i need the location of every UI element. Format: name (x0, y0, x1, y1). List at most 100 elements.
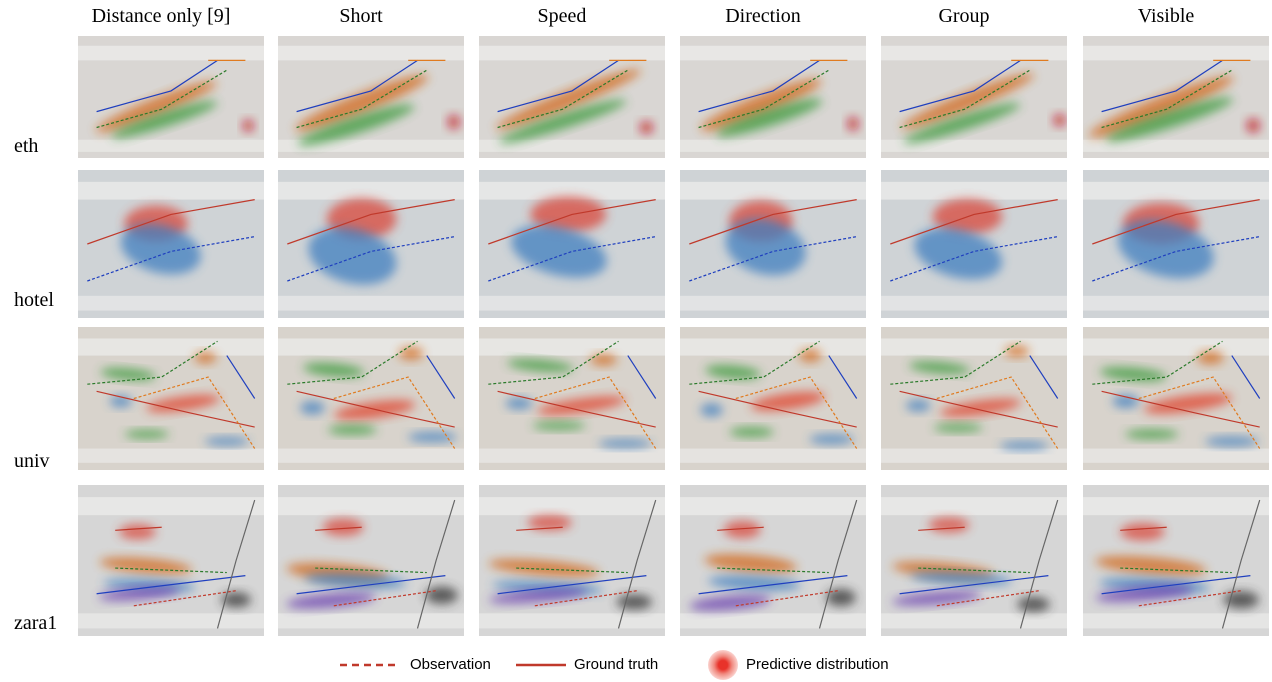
row-label: univ (14, 450, 50, 472)
panel-content (479, 485, 665, 636)
panel-texture (1083, 449, 1269, 463)
panel-texture (78, 140, 264, 152)
distribution-blob (700, 403, 722, 416)
panel-content (680, 170, 866, 318)
distribution-swatch (708, 650, 738, 680)
panel-texture (680, 497, 866, 515)
panel-content (1083, 170, 1269, 318)
distribution-blob (928, 517, 969, 532)
panel-texture (680, 140, 866, 152)
panel-texture (1083, 182, 1269, 200)
panel-content (479, 36, 665, 158)
panel-texture (78, 338, 264, 355)
panel-content (680, 36, 866, 158)
legend-label: Predictive distribution (746, 656, 889, 673)
panel-image (278, 327, 464, 470)
panel-content (479, 327, 665, 470)
distribution-blob (506, 398, 533, 409)
column-header: Group (938, 5, 989, 27)
distribution-blob (799, 349, 821, 362)
panel-texture (680, 46, 866, 61)
panel-texture (278, 497, 464, 515)
panel-image (278, 170, 464, 318)
distribution-blob (425, 587, 458, 604)
panel-image (680, 327, 866, 470)
panel-texture (881, 613, 1067, 628)
panel-texture (278, 613, 464, 628)
panel-content (680, 327, 866, 470)
distribution-blob (809, 434, 854, 444)
column-header: Short (339, 5, 383, 27)
panel-image (881, 327, 1067, 470)
distribution-blob (1120, 523, 1165, 540)
panel-image (278, 36, 464, 158)
panel-image (78, 327, 264, 470)
panel-texture (680, 338, 866, 355)
distribution-blob (119, 524, 156, 539)
distribution-blob (399, 347, 424, 360)
column-header: Visible (1138, 5, 1195, 27)
panel-image (881, 170, 1067, 318)
legend-label: Observation (410, 656, 491, 673)
panel-texture (881, 46, 1067, 61)
panel-image (278, 485, 464, 636)
column-header: Direction (725, 5, 801, 27)
panel-texture (881, 296, 1067, 311)
panel-image (1083, 36, 1269, 158)
panel-content (881, 170, 1067, 318)
panel-image (881, 485, 1067, 636)
panel-texture (479, 46, 665, 61)
panel-content (479, 170, 665, 318)
distribution-blob (1197, 351, 1224, 364)
distribution-blob (1125, 429, 1179, 439)
panel-texture (78, 449, 264, 463)
distribution-blob (1246, 119, 1259, 133)
panel-texture (278, 182, 464, 200)
row-label: hotel (14, 289, 54, 311)
panel-content (278, 170, 464, 318)
row-label: zara1 (14, 612, 57, 634)
panel-texture (680, 296, 866, 311)
panel-texture (78, 497, 264, 515)
distribution-blob (1205, 436, 1259, 446)
panel-texture (278, 46, 464, 61)
legend: Observation Ground truth Predictive dist… (340, 650, 889, 680)
distribution-blob (590, 354, 617, 365)
panel-image (479, 36, 665, 158)
panel-content (881, 327, 1067, 470)
panel-image (78, 170, 264, 318)
panel-image (78, 485, 264, 636)
panel-texture (881, 497, 1067, 515)
panel-texture (881, 449, 1067, 463)
row-label: eth (14, 135, 38, 157)
panel-content (278, 485, 464, 636)
panel-image (1083, 485, 1269, 636)
panel-texture (278, 338, 464, 355)
distribution-blob (243, 120, 254, 132)
panel-image (680, 170, 866, 318)
panel-image (881, 36, 1067, 158)
panel-image (479, 170, 665, 318)
distribution-blob (906, 400, 931, 411)
panel-content (881, 36, 1067, 158)
panel-texture (1083, 338, 1269, 355)
panel-image (479, 327, 665, 470)
panel-image (78, 36, 264, 158)
panel-image (1083, 327, 1269, 470)
panel-texture (1083, 46, 1269, 61)
legend-label: Ground truth (574, 656, 658, 673)
distribution-blob (125, 430, 170, 439)
panel-content (78, 170, 264, 318)
panel-image (479, 485, 665, 636)
panel-content (278, 327, 464, 470)
panel-content (1083, 36, 1269, 158)
panel-texture (479, 613, 665, 628)
column-header: Speed (538, 5, 587, 27)
panel-texture (479, 296, 665, 311)
panel-content (680, 485, 866, 636)
panel-texture (680, 449, 866, 463)
panel-texture (1083, 613, 1269, 628)
panel-texture (680, 613, 866, 628)
panel-texture (78, 613, 264, 628)
panel-texture (278, 449, 464, 463)
